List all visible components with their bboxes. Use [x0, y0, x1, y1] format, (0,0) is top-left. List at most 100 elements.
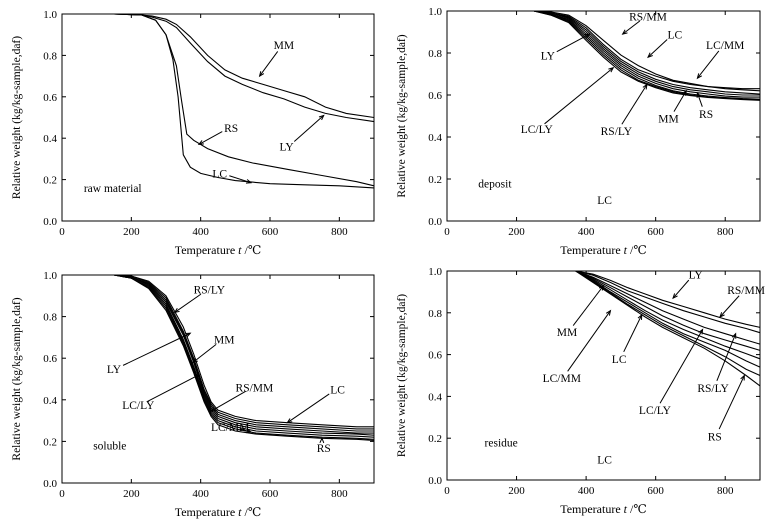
panel-caption: raw material	[84, 183, 142, 195]
y-axis-label: Relative weight (kg/kg-sample,daf)	[11, 297, 23, 460]
annotation-arrowhead	[584, 33, 591, 39]
x-axis-label: Temperature t /℃	[560, 502, 647, 516]
x-tick-label: 600	[647, 226, 664, 238]
x-tick-label: 600	[262, 226, 279, 238]
panel-caption: residue	[485, 438, 518, 450]
x-tick-label: 400	[578, 485, 595, 497]
series-annotation-label: RS	[699, 109, 713, 121]
series-line-lc-mm	[533, 10, 760, 90]
annotation-arrowhead	[637, 313, 643, 320]
annotation-leader	[544, 67, 614, 125]
series-annotation-label: LC/MM	[211, 422, 249, 434]
annotation-leader	[696, 92, 703, 107]
series-annotation-label: RS/MM	[727, 285, 765, 297]
series-annotation-label: RS	[317, 443, 331, 455]
panel-extra-label: LC	[597, 454, 612, 466]
annotation-arrowhead	[193, 374, 201, 380]
series-annotation-label: LY	[541, 50, 556, 62]
annotation-leader	[623, 314, 643, 353]
series-annotation-label: LY	[280, 142, 295, 154]
plot-frame	[61, 274, 375, 484]
annotation-leader	[719, 295, 740, 318]
annotation-leader	[697, 50, 720, 79]
annotation-leader	[673, 90, 687, 112]
series-annotation-label: MM	[658, 113, 678, 125]
y-tick-label: 0.6	[428, 90, 442, 102]
annotation-leader	[621, 84, 648, 125]
x-tick-label: 0	[59, 488, 65, 500]
annotation-leader	[672, 279, 690, 299]
annotation-arrowhead	[258, 71, 265, 78]
annotation-leader	[198, 131, 223, 145]
annotation-arrowhead	[245, 428, 253, 434]
annotation-leader	[716, 333, 737, 382]
x-tick-label: 0	[59, 226, 65, 238]
annotation-arrowhead	[185, 332, 192, 338]
annotation-arrowhead	[197, 140, 204, 146]
y-tick-label: 1.0	[43, 270, 57, 282]
series-line-lc	[113, 274, 374, 428]
annotation-arrowhead	[698, 328, 704, 335]
panel-extra-label: LC	[597, 195, 612, 207]
series-annotation-label: LC/MM	[543, 373, 581, 385]
series-line-lc	[575, 270, 761, 351]
annotation-leader	[146, 374, 200, 403]
chart-panel-2: 0 200 400 600 800 0.0 0.2 0.4 0.6 0.8 1.0 Temperatu…	[396, 6, 761, 257]
series-line-lc	[533, 10, 761, 95]
x-axis-label: Temperature t /℃	[175, 243, 262, 257]
series-annotation-label: LC/LY	[122, 400, 155, 412]
y-tick-label: 0.8	[428, 48, 442, 60]
x-tick-label: 0	[444, 226, 450, 238]
annotation-leader	[718, 375, 745, 430]
series-line-lc-mm	[575, 270, 761, 345]
panel-caption: soluble	[93, 441, 126, 453]
series-annotation-label: RS/LY	[601, 126, 633, 138]
x-tick-label: 800	[717, 485, 734, 497]
x-tick-label: 200	[123, 488, 140, 500]
annotation-arrowhead	[209, 406, 217, 412]
y-tick-label: 0.2	[43, 175, 57, 187]
series-line-rs-mm	[575, 270, 761, 328]
x-tick-label: 400	[192, 226, 209, 238]
annotation-leader	[287, 393, 330, 424]
series-line-mm	[533, 10, 760, 98]
series-line-rs	[113, 13, 375, 187]
annotation-arrowhead	[245, 179, 253, 184]
x-tick-label: 600	[647, 485, 664, 497]
annotation-leader	[192, 343, 217, 363]
series-annotation-label: LY	[689, 269, 704, 281]
series-annotation-label: LC	[667, 29, 682, 41]
annotation-leader	[647, 39, 668, 58]
annotation-leader	[229, 175, 252, 184]
series-annotation-label: MM	[557, 327, 577, 339]
x-tick-label: 400	[192, 488, 209, 500]
annotation-arrowhead	[740, 374, 745, 381]
y-tick-label: 0.2	[43, 436, 57, 448]
series-line-rs-ly	[533, 10, 761, 100]
y-tick-label: 1.0	[428, 6, 442, 18]
series-annotation-label: RS/LY	[697, 383, 729, 395]
series-annotation-label: RS	[224, 123, 238, 135]
series-line-rs	[113, 274, 375, 441]
annotation-arrowhead	[681, 89, 687, 96]
annotation-arrowhead	[621, 29, 628, 35]
series-annotation-label: RS	[708, 431, 722, 443]
series-annotation-label: RS/MM	[236, 382, 274, 394]
annotation-arrowhead	[696, 91, 702, 98]
y-axis-label: Relative weight (kg/kg-sample,daf)	[396, 34, 408, 197]
y-tick-label: 0.0	[43, 478, 57, 490]
annotation-leader	[572, 285, 604, 326]
series-line-ly	[575, 270, 761, 334]
series-annotation-label: RS/LY	[194, 285, 226, 297]
x-tick-label: 0	[444, 485, 450, 497]
x-tick-label: 400	[578, 226, 595, 238]
annotation-arrowhead	[672, 293, 678, 300]
x-axis-label: Temperature t /℃	[560, 243, 647, 257]
x-tick-label: 800	[331, 226, 348, 238]
series-line-mm	[575, 270, 761, 360]
y-tick-label: 0.4	[43, 133, 57, 145]
annotation-leader	[659, 329, 704, 404]
y-tick-label: 0.0	[43, 216, 57, 228]
x-tick-label: 800	[717, 226, 734, 238]
